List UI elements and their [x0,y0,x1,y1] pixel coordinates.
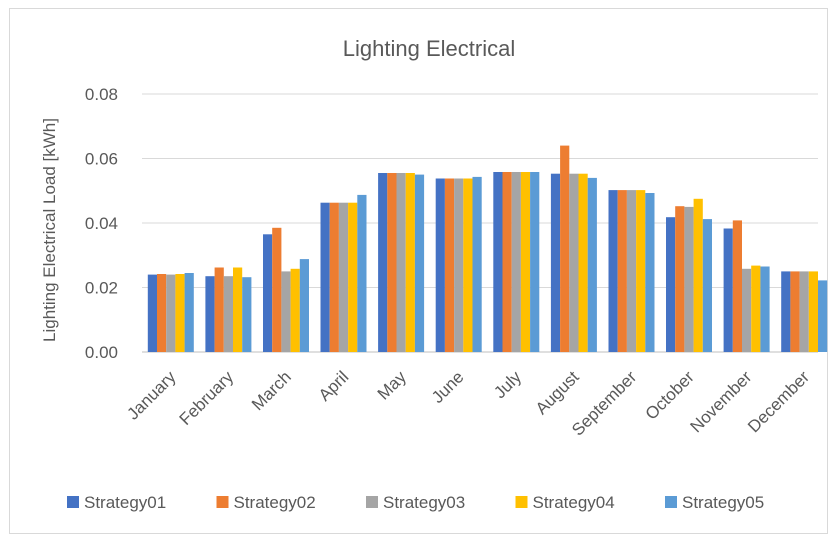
bar-strategy05-september [645,193,655,352]
bar-strategy02-march [272,227,282,352]
bar-strategy04-september [636,190,646,352]
bar-strategy02-november [732,220,742,352]
bar-strategy03-march [281,271,291,352]
y-tick-label: 0.02 [85,279,118,298]
x-tick-label: July [490,367,525,402]
y-tick-label: 0.08 [85,85,118,104]
bar-strategy05-january [184,273,194,352]
bar-strategy02-january [157,274,167,352]
bar-strategy04-february [233,267,243,352]
bar-strategy03-february [223,276,233,352]
bar-strategy02-october [675,206,685,352]
legend-swatch-strategy03 [366,496,378,508]
bar-strategy05-march [299,259,309,352]
bar-strategy04-july [520,172,531,352]
bar-strategy03-january [166,274,176,352]
bar-strategy03-september [626,190,637,352]
bars [147,145,828,352]
x-tick-label: October [642,367,698,423]
bar-strategy02-june [444,178,455,352]
x-tick-label: November [687,367,756,436]
bar-strategy03-october [684,206,694,352]
bar-strategy02-may [387,173,397,352]
chart-title: Lighting Electrical [343,36,515,61]
bar-strategy05-december [818,280,828,352]
bar-strategy03-may [396,173,406,352]
bar-strategy01-march [263,234,273,352]
y-axis-label: Lighting Electrical Load [kWh] [40,118,59,342]
bar-strategy02-july [502,172,512,352]
legend-swatch-strategy05 [665,496,677,508]
bar-strategy01-june [435,178,445,352]
bar-strategy03-july [511,172,521,352]
bar-strategy05-august [587,177,597,352]
bar-strategy04-june [463,178,473,352]
bar-strategy04-december [808,271,818,352]
y-tick-label: 0.00 [85,343,118,362]
bar-strategy04-may [405,173,415,352]
bar-strategy05-july [530,172,540,352]
x-tick-label: March [248,367,295,414]
legend-label-strategy02: Strategy02 [234,493,316,512]
x-tick-label: April [315,367,352,404]
bar-strategy03-december [799,271,809,352]
legend-label-strategy01: Strategy01 [84,493,166,512]
x-tick-label: February [176,367,238,429]
bar-strategy01-august [550,173,561,352]
y-tick-labels: 0.00 0.02 0.04 0.06 0.08 [85,85,118,362]
bar-strategy01-november [723,228,733,352]
bar-strategy05-april [357,194,367,352]
bar-strategy01-december [781,271,791,352]
legend-swatch-strategy02 [216,496,229,508]
bar-strategy01-july [493,172,503,352]
bar-strategy04-november [751,265,761,352]
bar-strategy01-april [320,202,330,352]
bar-strategy05-february [242,277,252,352]
bar-strategy02-december [790,271,800,352]
bar-strategy03-august [569,173,579,352]
bar-strategy05-may [414,174,425,352]
bar-strategy04-april [348,202,358,352]
bar-strategy02-september [617,190,627,352]
bar-strategy01-january [147,274,157,352]
bar-strategy01-september [608,190,618,352]
bar-strategy02-april [329,202,339,352]
bar-strategy01-february [205,276,215,352]
x-tick-label: June [428,367,468,407]
bar-strategy05-june [472,176,482,352]
bar-strategy04-march [290,268,300,352]
bar-strategy02-february [214,267,224,352]
bar-strategy05-october [702,219,712,352]
bar-strategy03-november [742,268,752,352]
legend-label-strategy04: Strategy04 [533,493,615,512]
x-tick-label: December [744,367,813,436]
legend-swatch-strategy01 [67,496,79,508]
bar-strategy04-october [693,198,703,352]
bar-strategy04-august [578,173,588,352]
x-tick-label: January [123,367,180,424]
legend: Strategy01 Strategy02 Strategy03 Strategy04… [67,493,764,512]
y-tick-label: 0.06 [85,150,118,169]
bar-strategy03-june [454,178,464,352]
legend-label-strategy03: Strategy03 [383,493,465,512]
bar-strategy05-november [760,266,770,352]
bar-strategy01-may [378,173,388,352]
x-tick-label: August [532,367,583,418]
legend-swatch-strategy04 [515,496,528,508]
y-tick-label: 0.04 [85,214,118,233]
bar-strategy04-january [175,274,185,352]
bar-strategy01-october [666,217,676,352]
x-tick-label: May [374,367,410,403]
bar-strategy03-april [338,202,349,352]
bar-strategy02-august [560,145,570,352]
legend-label-strategy05: Strategy05 [682,493,764,512]
